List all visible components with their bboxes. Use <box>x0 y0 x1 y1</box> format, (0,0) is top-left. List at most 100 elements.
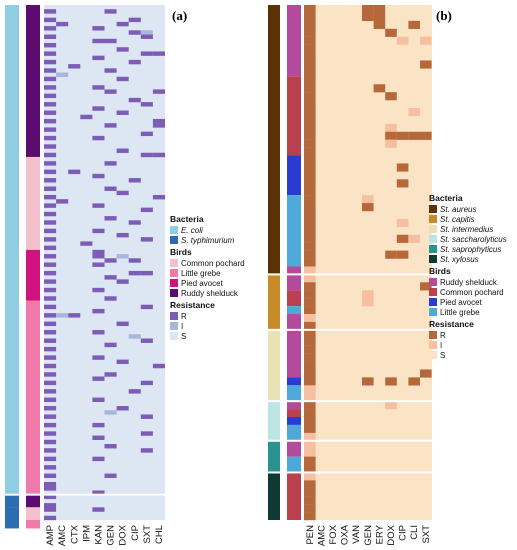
legend-swatch-pied-avocet <box>170 279 178 287</box>
cell-r35-pen <box>304 282 316 291</box>
cell-r45-chl <box>152 194 165 200</box>
bird-block-little-grebe <box>287 424 301 441</box>
cell-r1-pen <box>304 12 316 22</box>
cell-r11-pen <box>304 92 316 101</box>
bird-block-common-pochard <box>287 76 301 156</box>
cell-r87-gen <box>104 372 117 377</box>
legend-swatch-st-xylosus <box>429 255 437 263</box>
panel-label-b: (b) <box>436 8 452 23</box>
bacteria-block-st-saprophyticus <box>268 440 280 473</box>
cell-r6-pen <box>304 52 316 61</box>
cell-r35-chl <box>152 152 165 158</box>
legend-label-s: S <box>181 332 186 341</box>
cell-r15-gen <box>104 68 117 73</box>
cell-r50-gen <box>104 216 117 221</box>
cell-r29-cip <box>396 234 409 243</box>
cell-r111-amp <box>44 473 57 478</box>
legend-title-resistance: Resistance <box>170 300 215 310</box>
cell-r63-pen <box>304 504 316 513</box>
species-separator-a <box>0 493 166 496</box>
cell-r5-kan <box>92 26 105 31</box>
cell-r61-kan <box>92 262 105 267</box>
cell-r3-cip <box>128 17 141 23</box>
cell-r84-dox <box>116 359 129 365</box>
cell-r16-cip <box>396 131 409 140</box>
cell-r41-amp <box>44 178 57 183</box>
bird-block-little-grebe <box>26 520 40 529</box>
legend-label-st-capitis: St. capitis <box>440 215 475 224</box>
legend-label-i: I <box>440 341 442 350</box>
cell-r59-dox <box>116 254 129 259</box>
legend-swatch-e-coli <box>170 226 178 234</box>
cell-r26-ipm <box>80 114 93 120</box>
group-separator-b-1 <box>264 328 434 331</box>
cell-r16-amc <box>56 72 69 77</box>
cell-r2-cli <box>408 20 420 29</box>
cell-r4-dox <box>116 21 129 27</box>
cell-r62-pen <box>304 496 316 505</box>
cell-r5-pen <box>304 44 316 53</box>
bacteria-block-s-typhimurium <box>5 494 19 508</box>
cell-r1-gen <box>104 9 117 14</box>
heatmap-cells-b <box>264 5 434 521</box>
cell-r46-sxt <box>420 369 432 378</box>
cell-r47-cli <box>408 377 420 386</box>
bird-block-little-grebe <box>287 195 301 267</box>
cell-r73-ctx <box>68 313 81 318</box>
cell-r6-cip <box>128 30 141 35</box>
cell-r17-pen <box>304 139 316 148</box>
cell-r28-gen <box>104 123 117 128</box>
cell-r1-gen <box>362 12 374 22</box>
cell-r54-pen <box>304 432 316 441</box>
cell-r89-amp <box>44 380 57 386</box>
x-tick-amc: AMC <box>316 525 327 546</box>
cell-r60-cip <box>128 258 141 263</box>
cell-r89-sxt <box>140 380 153 386</box>
cell-r105-sxt <box>140 448 153 453</box>
cell-r65-dox <box>116 279 129 284</box>
cell-r20-chl <box>152 89 165 94</box>
cell-r15-dox <box>385 123 397 132</box>
group-separator-b-2 <box>264 400 434 403</box>
bird-block-common-pochard <box>287 409 301 417</box>
cell-r31-kan <box>92 135 105 141</box>
bird-block-common-pochard <box>26 507 40 520</box>
cell-r4-sxt <box>420 36 432 45</box>
cell-r4-cip <box>396 36 409 45</box>
x-tick-gen: GEN <box>106 525 117 546</box>
cell-r47-dox <box>385 377 397 386</box>
cell-r79-amp <box>44 338 57 343</box>
legend-label-pied-avocet: Pied avocet <box>181 279 224 288</box>
bacteria-strip-a <box>5 5 19 520</box>
cell-r50-pen <box>304 401 316 410</box>
cell-r63-cip <box>128 270 141 276</box>
cell-r88-kan <box>92 376 105 381</box>
legend-swatch-st-saprophyticus <box>429 245 437 253</box>
cell-r83-amp <box>44 355 57 360</box>
cell-r15-amp <box>44 68 57 73</box>
bird-block-little-grebe <box>26 300 40 495</box>
cell-r43-gen <box>104 186 117 191</box>
x-tick-cip: CIP <box>398 525 409 541</box>
cell-r7-sxt <box>140 34 153 39</box>
bird-block-ruddy-shelduck <box>287 266 301 275</box>
legend-label-st-saccharolyticus: St. saccharolyticus <box>440 235 507 244</box>
cell-r17-amp <box>44 76 57 82</box>
cell-r116-amp <box>44 494 57 500</box>
cell-r60-gen <box>104 258 117 263</box>
cell-r75-dox <box>116 321 129 327</box>
cell-r16-cli <box>408 131 420 140</box>
cell-r59-pen <box>304 472 316 481</box>
cell-r46-pen <box>304 369 316 378</box>
bacteria-block-st-intermedius <box>268 329 280 402</box>
cell-r4-amc <box>56 21 69 27</box>
cell-r3-amp <box>44 17 57 23</box>
cell-r45-amp <box>44 194 57 200</box>
cell-r37-pen <box>304 298 316 307</box>
legend-label-ruddy-shelduck: Ruddy shelduck <box>440 278 498 287</box>
cell-r6-sxt <box>140 30 153 35</box>
cell-r8-kan <box>92 38 105 44</box>
legend-label-st-xylosus: St. xylosus <box>440 255 479 264</box>
bacteria-block-st-aureus <box>268 5 280 275</box>
